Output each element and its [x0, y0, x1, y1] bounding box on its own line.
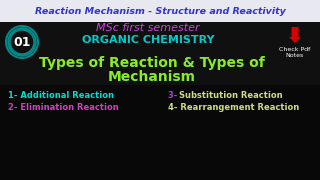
Text: Substitution Reaction: Substitution Reaction	[179, 91, 283, 100]
Text: Check Pdf
Notes: Check Pdf Notes	[279, 47, 311, 58]
Text: 4- Rearrangement Reaction: 4- Rearrangement Reaction	[168, 103, 299, 112]
Text: Reaction Mechanism - Structure and Reactivity: Reaction Mechanism - Structure and React…	[35, 6, 285, 15]
Text: 01: 01	[13, 35, 31, 48]
Text: Types of Reaction & Types of: Types of Reaction & Types of	[39, 56, 265, 70]
Bar	[0, 22, 320, 85]
Text: 1- Additional Reaction: 1- Additional Reaction	[8, 91, 114, 100]
Text: MSc first semester: MSc first semester	[96, 23, 200, 33]
Bar	[0, 0, 320, 22]
Text: 3-: 3-	[168, 91, 180, 100]
Text: ORGANIC CHEMISTRY: ORGANIC CHEMISTRY	[82, 35, 214, 45]
Text: 2- Elimination Reaction: 2- Elimination Reaction	[8, 103, 119, 112]
Text: Mechanism: Mechanism	[108, 70, 196, 84]
FancyArrow shape	[289, 27, 301, 43]
